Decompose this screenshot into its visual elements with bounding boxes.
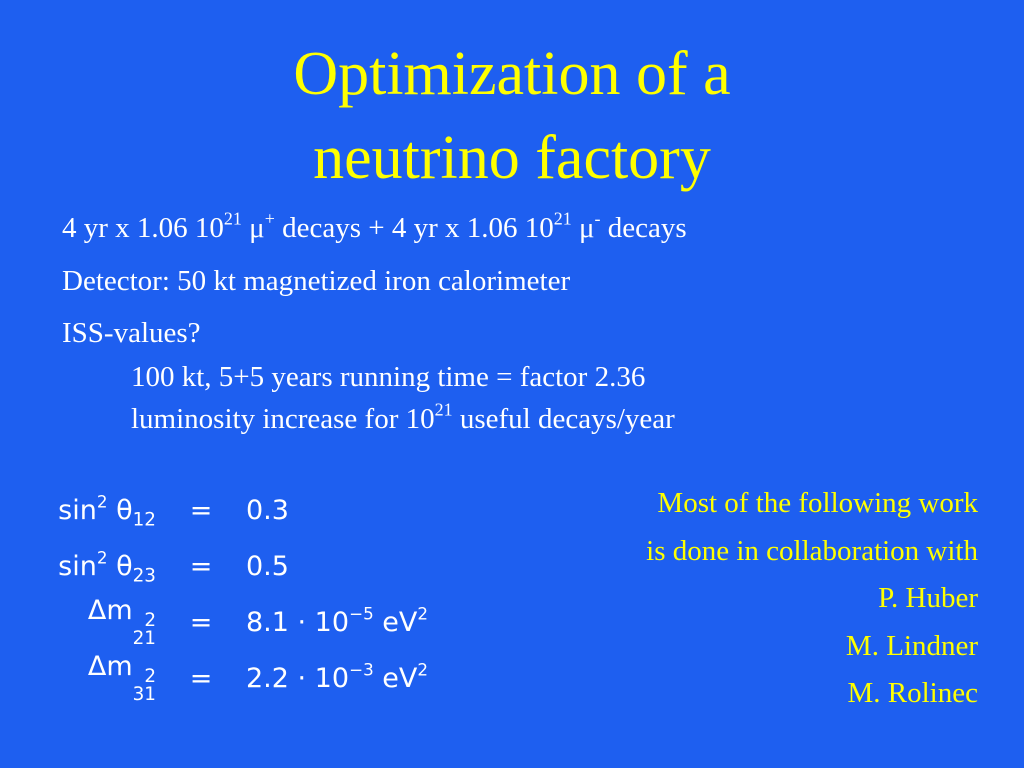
note-line: P. Huber — [878, 582, 978, 614]
text-run: θ — [107, 494, 133, 526]
superscript: −3 — [349, 658, 374, 679]
superscript: 2 — [417, 658, 429, 679]
subscript: 21 — [132, 628, 156, 650]
equation: Δm 2 21 = 8.1 · 10−5 eV2 — [22, 594, 428, 650]
superscript: 2 — [144, 609, 156, 631]
equation-rhs: 0.3 — [246, 482, 428, 538]
superscript: −5 — [349, 602, 374, 623]
equation-rhs: 8.1 · 10−5 eV2 — [246, 594, 428, 650]
bullet: 4 yr x 1.06 1021 μ+ decays + 4 yr x 1.06… — [62, 209, 687, 245]
text-run: decays + 4 yr x 1.06 10 — [274, 212, 554, 244]
equation-table: sin2 θ12 = 0.3 sin2 θ23 = 0.5 Δm 2 21 = 8.1 · 10−5… — [22, 482, 428, 706]
sub-bullet: luminosity increase for 1021 useful deca… — [131, 400, 675, 436]
text-run: 4 yr x 1.06 10 — [62, 212, 224, 244]
superscript: 2 — [417, 602, 429, 623]
equation: sin2 θ12 = 0.3 — [22, 482, 428, 538]
note-line: M. Rolinec — [847, 677, 979, 709]
note: Most of the following work is done in col… — [646, 480, 978, 718]
text-run: μ — [241, 212, 265, 244]
equation-relation: = — [189, 662, 213, 694]
title-line: neutrino factory — [313, 124, 711, 192]
script-stack: 2 31 — [132, 665, 156, 706]
text-run: decays — [600, 212, 687, 244]
equation-rhs: 0.5 — [246, 538, 428, 594]
text-run: sin — [58, 550, 97, 582]
superscript: 2 — [144, 665, 156, 687]
text-run: 8.1 · 10 — [246, 606, 350, 638]
text-run: sin — [58, 494, 97, 526]
equation-rhs: 2.2 · 10−3 eV2 — [246, 650, 428, 706]
equation: Δm 2 31 = 2.2 · 10−3 eV2 — [22, 650, 428, 706]
equation-lhs: Δm 2 21 — [22, 594, 156, 650]
note-line: Most of the following work — [657, 487, 978, 519]
subscript: 23 — [132, 564, 156, 586]
subscript: 12 — [132, 508, 156, 530]
subscript: 31 — [132, 684, 156, 706]
equation-relation: = — [189, 606, 213, 638]
slide-title: Optimization of a neutrino factory — [0, 32, 1024, 200]
text-run: 0.5 — [246, 550, 289, 582]
text-run: eV — [373, 662, 418, 694]
text-run: 100 kt, 5+5 years running time = factor … — [131, 361, 646, 393]
sub-bullet: 100 kt, 5+5 years running time = factor … — [131, 361, 645, 394]
text-run: θ — [107, 550, 133, 582]
text-run: μ — [571, 212, 595, 244]
text-run: ISS-values? — [62, 317, 201, 349]
superscript: - — [594, 208, 601, 229]
text-run: 0.3 — [246, 494, 289, 526]
superscript: 21 — [223, 208, 242, 229]
superscript: 21 — [434, 399, 453, 420]
superscript: 21 — [553, 208, 572, 229]
bullet: ISS-values? — [62, 317, 201, 350]
text-run: Detector: 50 kt magnetized iron calorime… — [62, 265, 571, 297]
text-run: luminosity increase for 10 — [131, 403, 435, 435]
script-stack: 2 21 — [132, 609, 156, 650]
text-run: Δm — [87, 595, 133, 627]
bullet: Detector: 50 kt magnetized iron calorime… — [62, 265, 570, 298]
note-line: is done in collaboration with — [646, 534, 978, 567]
equation-lhs: sin2 θ12 — [22, 482, 156, 538]
equation-lhs: Δm 2 31 — [22, 650, 156, 706]
equation-relation: = — [189, 550, 213, 582]
note-line: M. Lindner — [845, 629, 978, 662]
superscript: 2 — [96, 490, 108, 511]
equation: sin2 θ23 = 0.5 — [22, 538, 428, 594]
text-run: Δm — [87, 651, 133, 683]
text-run: 2.2 · 10 — [246, 662, 350, 694]
equation-lhs: sin2 θ23 — [22, 538, 156, 594]
text-run: useful decays/year — [452, 403, 675, 435]
equation-relation: = — [189, 494, 213, 526]
text-run: eV — [373, 606, 418, 638]
superscript: 2 — [96, 546, 108, 567]
superscript: + — [264, 208, 275, 229]
title-line: Optimization of a — [293, 40, 731, 108]
